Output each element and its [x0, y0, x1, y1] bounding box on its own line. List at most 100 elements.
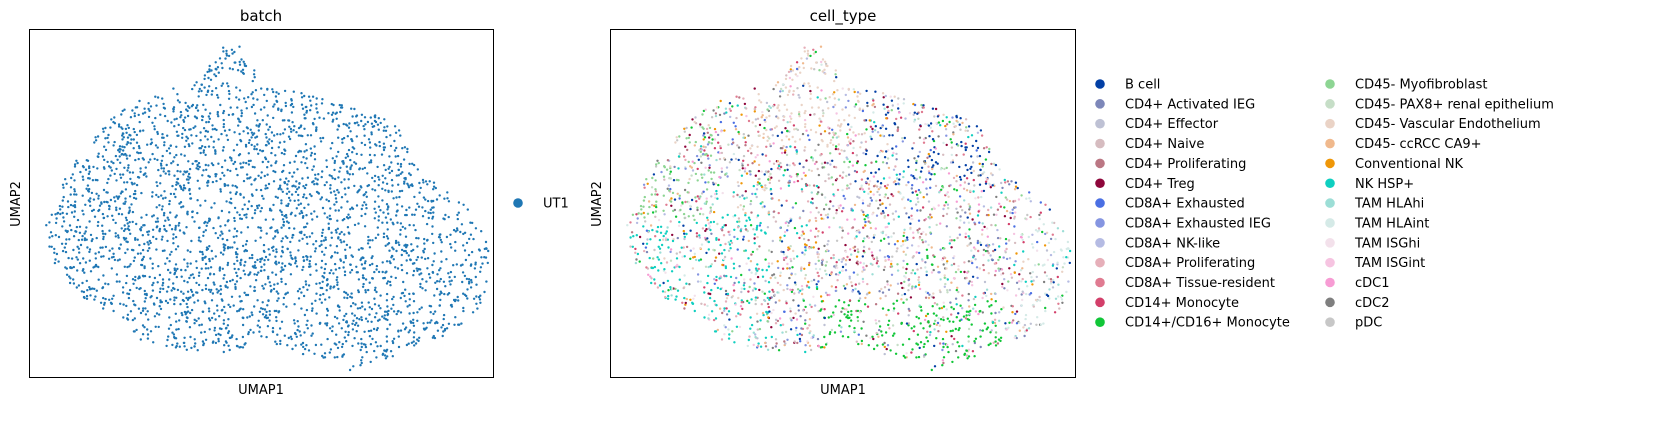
scatter-point	[919, 266, 923, 270]
scatter-point	[831, 183, 835, 186]
scatter-point	[782, 118, 785, 122]
scatter-point	[714, 182, 717, 185]
scatter-point	[171, 331, 174, 334]
scatter-point	[881, 343, 885, 346]
scatter-point	[411, 213, 414, 216]
scatter-point	[201, 174, 204, 177]
scatter-point	[81, 234, 84, 238]
scatter-point	[408, 172, 411, 175]
scatter-point	[329, 287, 332, 290]
scatter-point	[932, 151, 936, 154]
scatter-point	[976, 276, 979, 280]
scatter-point	[137, 277, 140, 280]
scatter-point	[391, 297, 394, 301]
scatter-point	[384, 189, 387, 192]
scatter-point	[335, 200, 338, 204]
scatter-point	[422, 322, 425, 325]
scatter-point	[218, 327, 222, 330]
scatter-point	[910, 174, 913, 177]
scatter-point	[811, 159, 815, 162]
scatter-point	[188, 192, 192, 196]
scatter-point	[789, 64, 793, 68]
scatter-point	[754, 302, 757, 306]
scatter-point	[772, 290, 775, 293]
scatter-point	[154, 95, 157, 98]
scatter-point	[871, 254, 874, 257]
scatter-point	[331, 120, 334, 123]
scatter-point	[268, 281, 271, 284]
scatter-point	[405, 272, 409, 275]
scatter-point	[696, 167, 699, 171]
scatter-point	[399, 329, 403, 332]
scatter-point	[412, 311, 415, 315]
scatter-point	[266, 304, 269, 307]
scatter-point	[172, 106, 176, 109]
scatter-point	[878, 328, 881, 332]
scatter-point	[732, 267, 736, 270]
scatter-point	[743, 281, 746, 285]
scatter-point	[827, 316, 830, 319]
scatter-point	[175, 344, 178, 348]
scatter-point	[325, 181, 328, 184]
scatter-point	[700, 161, 703, 164]
scatter-point	[736, 104, 739, 107]
scatter-point	[456, 229, 459, 232]
scatter-point	[373, 174, 377, 178]
scatter-point	[219, 225, 222, 228]
scatter-point	[791, 78, 794, 82]
scatter-point	[967, 335, 970, 338]
scatter-point	[198, 147, 201, 150]
scatter-point	[364, 345, 368, 349]
scatter-point	[425, 280, 428, 283]
scatter-point	[920, 110, 924, 114]
scatter-point	[420, 306, 423, 309]
scatter-point	[996, 228, 999, 232]
scatter-point	[267, 258, 270, 261]
scatter-point	[412, 269, 416, 273]
scatter-point	[141, 157, 144, 160]
scatter-point	[926, 256, 929, 260]
scatter-point	[469, 233, 473, 236]
scatter-point	[131, 171, 135, 174]
scatter-point	[364, 343, 367, 346]
scatter-point	[412, 321, 415, 325]
scatter-point	[285, 216, 288, 219]
scatter-point	[238, 132, 241, 136]
scatter-point	[314, 177, 317, 180]
scatter-point	[438, 194, 441, 197]
scatter-point	[766, 139, 769, 142]
scatter-point	[175, 320, 178, 323]
scatter-point	[133, 256, 136, 259]
scatter-point	[119, 173, 122, 176]
scatter-point	[265, 123, 268, 126]
scatter-point	[336, 227, 339, 230]
scatter-point	[790, 117, 793, 121]
scatter-point	[797, 304, 800, 307]
scatter-point	[462, 292, 465, 295]
scatter-point	[351, 115, 354, 118]
scatter-point	[866, 282, 869, 286]
scatter-point	[846, 132, 849, 136]
scatter-point	[146, 241, 149, 244]
scatter-point	[927, 296, 931, 300]
scatter-point	[737, 312, 740, 315]
scatter-point	[151, 195, 154, 198]
scatter-point	[772, 273, 776, 276]
scatter-point	[231, 113, 235, 116]
scatter-point	[421, 178, 425, 182]
scatter-point	[883, 345, 886, 349]
scatter-point	[170, 289, 173, 292]
scatter-point	[360, 141, 363, 145]
scatter-point	[889, 349, 892, 352]
scatter-point	[195, 160, 198, 163]
scatter-point	[808, 219, 811, 222]
scatter-point	[924, 296, 928, 299]
scatter-point	[112, 144, 115, 147]
scatter-point	[784, 77, 788, 81]
scatter-point	[804, 350, 807, 354]
scatter-point	[935, 314, 938, 317]
scatter-point	[274, 273, 278, 276]
scatter-point	[100, 255, 103, 258]
scatter-point	[172, 87, 175, 90]
scatter-point	[195, 291, 198, 294]
